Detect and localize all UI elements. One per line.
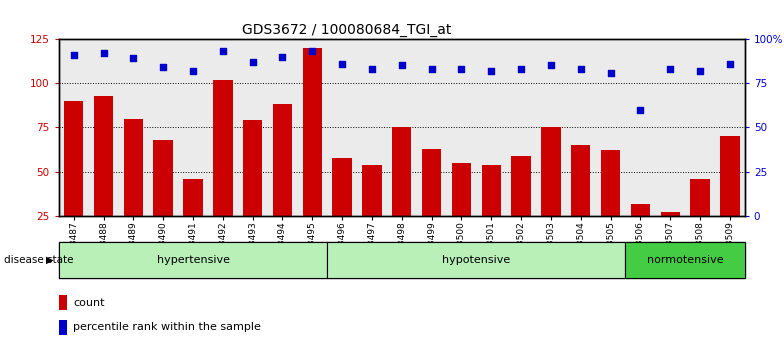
Bar xyxy=(64,101,83,260)
Bar xyxy=(154,140,173,260)
Point xyxy=(336,61,348,67)
Bar xyxy=(511,156,531,260)
Bar xyxy=(243,120,263,260)
Bar xyxy=(601,150,620,260)
Point xyxy=(545,63,557,68)
Point xyxy=(604,70,617,75)
Text: hypertensive: hypertensive xyxy=(157,255,230,265)
Bar xyxy=(213,80,233,260)
Point xyxy=(694,68,706,74)
Text: ▶: ▶ xyxy=(45,255,53,265)
Bar xyxy=(362,165,382,260)
Point xyxy=(97,50,110,56)
Point xyxy=(485,68,498,74)
Point xyxy=(724,61,736,67)
Bar xyxy=(94,96,113,260)
Bar xyxy=(273,104,292,260)
Bar xyxy=(59,242,327,278)
Bar xyxy=(59,320,67,335)
Point xyxy=(216,48,229,54)
Bar xyxy=(303,48,322,260)
Point xyxy=(276,54,289,59)
Text: disease state: disease state xyxy=(4,255,74,265)
Point xyxy=(664,66,677,72)
Point xyxy=(395,63,408,68)
Bar xyxy=(571,145,590,260)
Text: normotensive: normotensive xyxy=(647,255,724,265)
Point xyxy=(575,66,587,72)
Point xyxy=(246,59,259,65)
Bar xyxy=(691,179,710,260)
Point xyxy=(365,66,378,72)
Bar xyxy=(183,179,203,260)
Bar xyxy=(626,242,745,278)
Point xyxy=(456,66,468,72)
Text: hypotensive: hypotensive xyxy=(442,255,510,265)
Point xyxy=(426,66,438,72)
Bar xyxy=(720,136,739,260)
Text: percentile rank within the sample: percentile rank within the sample xyxy=(73,322,261,332)
Point xyxy=(67,52,80,58)
Point xyxy=(187,68,199,74)
Text: count: count xyxy=(73,298,104,308)
Point xyxy=(634,107,647,113)
Bar xyxy=(124,119,143,260)
Title: GDS3672 / 100080684_TGI_at: GDS3672 / 100080684_TGI_at xyxy=(242,23,452,36)
Point xyxy=(127,56,140,61)
Bar xyxy=(452,163,471,260)
Bar xyxy=(422,149,441,260)
Bar xyxy=(541,127,561,260)
Bar xyxy=(327,242,626,278)
Point xyxy=(515,66,528,72)
Point xyxy=(306,48,318,54)
Bar xyxy=(59,295,67,310)
Bar xyxy=(661,212,680,260)
Point xyxy=(157,64,169,70)
Bar xyxy=(481,165,501,260)
Bar xyxy=(332,158,352,260)
Bar xyxy=(630,204,650,260)
Bar xyxy=(392,127,412,260)
